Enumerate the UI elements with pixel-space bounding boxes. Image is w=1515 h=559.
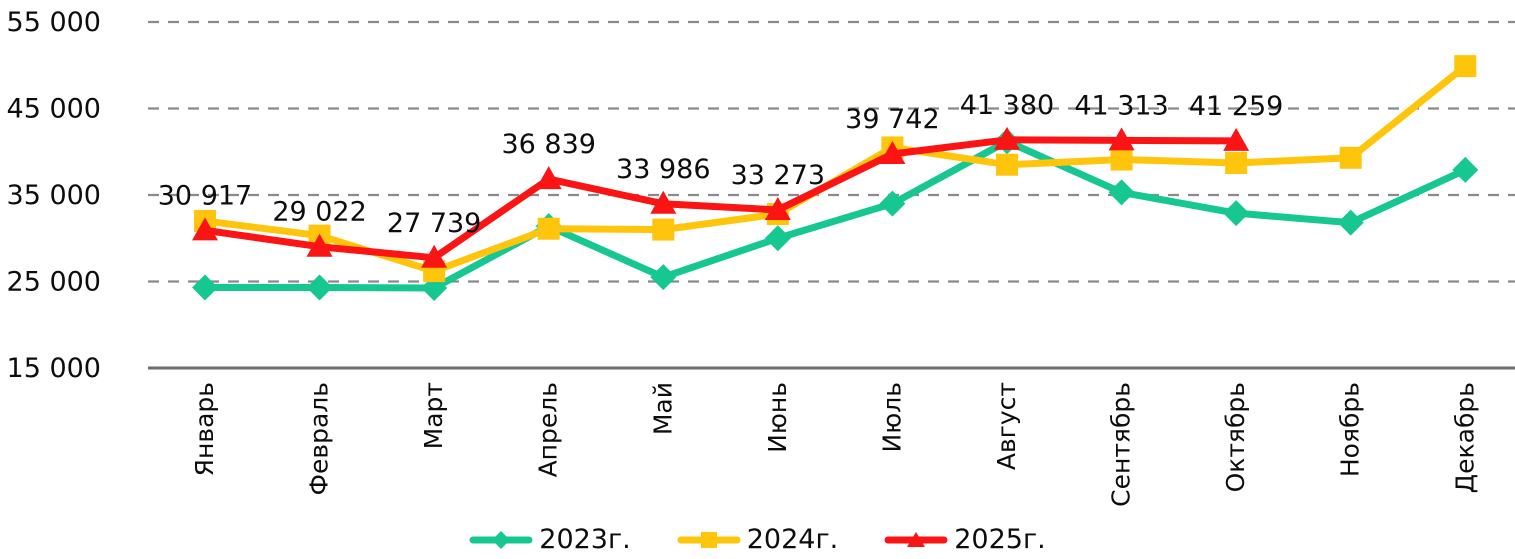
marker-triangle-2025г. (535, 166, 562, 190)
legend-label-2024: 2024г. (746, 524, 839, 555)
legend-label-2023: 2023г. (539, 524, 631, 555)
legend-item-2024: 2024г. (677, 526, 838, 553)
marker-square-2024г. (1110, 148, 1133, 171)
marker-triangle-2025г. (306, 233, 333, 257)
y-axis-label: 35 000 (7, 180, 101, 211)
y-axis-label: 55 000 (7, 7, 101, 38)
marker-triangle-2025г. (650, 190, 677, 214)
data-label-2025г.: 29 022 (272, 197, 366, 228)
marker-triangle-2025г. (1223, 127, 1250, 151)
marker-square-2024г. (1339, 146, 1362, 169)
marker-diamond-2023г. (879, 190, 906, 217)
marker-diamond-2023г. (764, 225, 791, 252)
x-axis-label-6: Июнь (763, 382, 792, 453)
legend-marker-2023-icon (469, 530, 533, 549)
data-label-2025г.: 41 380 (960, 90, 1054, 121)
marker-diamond-2023г. (650, 264, 677, 291)
marker-diamond-2023г. (306, 274, 333, 301)
data-label-2025г.: 41 313 (1074, 90, 1168, 121)
x-axis-label-5: Май (648, 382, 677, 435)
x-axis-label-8: Август (992, 382, 1021, 470)
series-line-2025г. (201, 136, 1240, 262)
x-axis-label-10: Октябрь (1221, 382, 1250, 492)
data-label-2025г.: 33 986 (616, 154, 710, 185)
marker-triangle-2025г. (1108, 127, 1135, 151)
marker-square-2024г. (1454, 55, 1477, 78)
marker-diamond-2023г. (1223, 200, 1250, 227)
marker-triangle-2025г. (421, 244, 448, 268)
marker-diamond-2023г. (192, 274, 218, 301)
legend-marker-2024-icon (677, 531, 741, 548)
x-axis-label-2: Февраль (305, 382, 334, 496)
marker-triangle-2025г. (993, 126, 1020, 150)
marker-square-2024г. (995, 153, 1018, 176)
data-label-2025г.: 36 839 (501, 129, 595, 160)
x-axis-label-7: Июль (877, 382, 906, 452)
marker-triangle-2025г. (764, 196, 791, 220)
x-axis-label-1: Январь (190, 382, 219, 476)
marker-square-2024г. (537, 217, 560, 240)
legend-item-2025: 2025г. (884, 524, 1046, 555)
legend-marker-2025-icon (884, 531, 948, 547)
marker-triangle-2025г. (192, 217, 218, 241)
y-axis-label: 45 000 (7, 94, 101, 125)
data-label-2025г.: 30 917 (158, 180, 252, 211)
marker-diamond-2023г. (1108, 179, 1135, 206)
data-label-2025г.: 27 739 (387, 208, 481, 239)
data-label-2025г.: 39 742 (845, 104, 939, 135)
marker-square-2024г. (652, 218, 675, 241)
legend: 2023г. 2024г. 2025г. (0, 526, 1515, 553)
x-axis-label-12: Декабрь (1450, 382, 1479, 493)
marker-square-2024г. (1225, 151, 1248, 174)
series-line-2023г. (201, 137, 1469, 292)
x-axis-label-4: Апрель (534, 382, 563, 477)
marker-diamond-2023г. (1337, 209, 1364, 236)
legend-item-2023: 2023г. (469, 524, 631, 555)
x-axis-label-11: Ноябрь (1336, 382, 1365, 477)
legend-label-2025: 2025г. (954, 524, 1046, 555)
x-axis-label-3: Март (419, 382, 448, 449)
marker-diamond-2023г. (1452, 156, 1479, 183)
data-label-2025г.: 41 259 (1189, 91, 1283, 122)
y-axis-label: 25 000 (7, 267, 101, 298)
x-axis-label-9: Сентябрь (1107, 382, 1136, 507)
marker-triangle-2025г. (879, 140, 906, 164)
y-axis-label: 15 000 (7, 353, 101, 384)
data-label-2025г.: 33 273 (731, 160, 825, 191)
